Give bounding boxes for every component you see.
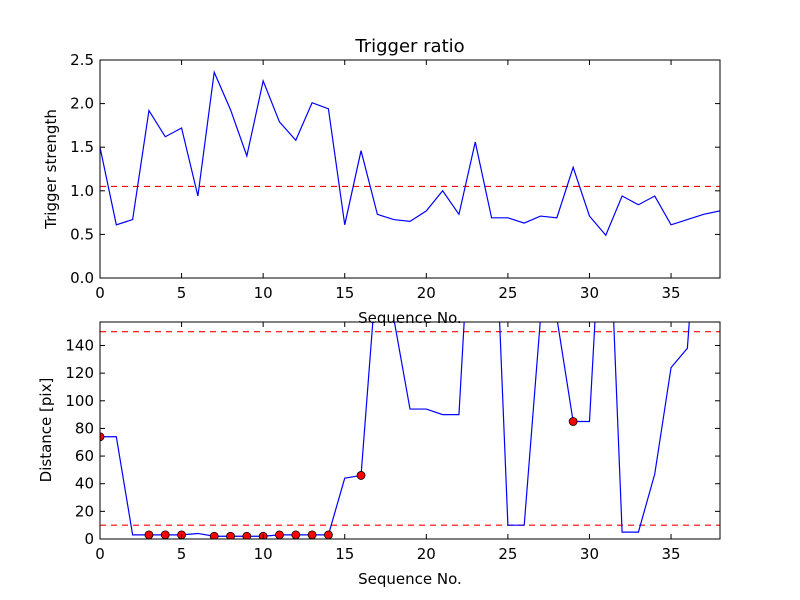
y-tick-label: 2.0 xyxy=(70,95,94,113)
x-tick-label: 15 xyxy=(335,284,354,302)
y-tick-label: 0.0 xyxy=(70,269,94,287)
x-tick-label: 30 xyxy=(580,284,599,302)
x-tick-label: 30 xyxy=(580,545,599,563)
y-tick-label: 60 xyxy=(75,447,94,465)
x-tick-label: 20 xyxy=(417,545,436,563)
x-tick-label: 25 xyxy=(498,284,517,302)
y-tick-label: 2.5 xyxy=(70,51,94,69)
trigger-ratio-chart: Trigger ratio 0 5 10 15 20 25 30 35 0.0 0.5 1.0 1.5… xyxy=(42,36,721,327)
plot-area-frame xyxy=(99,59,721,279)
x-axis-label: Sequence No. xyxy=(358,309,462,327)
data-point-marker xyxy=(307,530,317,539)
x-tick-label: 5 xyxy=(177,284,187,302)
y-tick-label: 1.0 xyxy=(70,182,94,200)
y-tick-label: 120 xyxy=(65,364,94,382)
x-tick-label: 5 xyxy=(177,545,187,563)
x-tick-label: 35 xyxy=(662,545,681,563)
x-tick-label: 0 xyxy=(95,284,105,302)
series-line xyxy=(100,69,720,237)
x-tick-label: 10 xyxy=(254,284,273,302)
data-point-marker xyxy=(242,531,252,539)
data-point-marker xyxy=(160,530,170,539)
data-point-marker xyxy=(144,530,154,539)
y-tick-label: 0.5 xyxy=(70,225,94,243)
y-tick-label: 0 xyxy=(84,530,94,548)
data-point-marker xyxy=(324,530,333,539)
series-line xyxy=(100,322,690,537)
y-tick-label: 20 xyxy=(75,502,94,520)
chart-title: Trigger ratio xyxy=(354,36,464,57)
plot-area-frame xyxy=(99,321,721,540)
data-point-marker xyxy=(100,432,105,442)
x-tick-label: 10 xyxy=(254,545,273,563)
x-tick-label: 0 xyxy=(95,545,105,563)
data-point-marker xyxy=(226,531,235,539)
x-tick-label: 15 xyxy=(335,545,354,563)
x-tick-label: 35 xyxy=(662,284,681,302)
y-tick-label: 140 xyxy=(65,336,94,354)
data-point-marker xyxy=(209,531,219,539)
distance-chart: 0 5 10 15 20 25 30 35 0 20 40 60 80 100 120 140 Sequenc… xyxy=(37,321,721,588)
y-tick-label: 1.5 xyxy=(70,138,94,156)
data-point-marker xyxy=(291,530,301,539)
y-axis-label: Distance [pix] xyxy=(37,378,55,483)
y-tick-label: 40 xyxy=(75,475,94,493)
data-point-marker xyxy=(275,530,284,539)
data-point-marker xyxy=(356,471,366,480)
x-tick-label: 20 xyxy=(417,284,436,302)
data-point-marker xyxy=(568,417,578,426)
x-axis-label: Sequence No. xyxy=(358,570,462,588)
y-tick-label: 80 xyxy=(75,419,94,437)
y-tick-label: 100 xyxy=(65,392,94,410)
y-axis-label: Trigger strength xyxy=(42,109,60,230)
x-tick-label: 25 xyxy=(498,545,517,563)
